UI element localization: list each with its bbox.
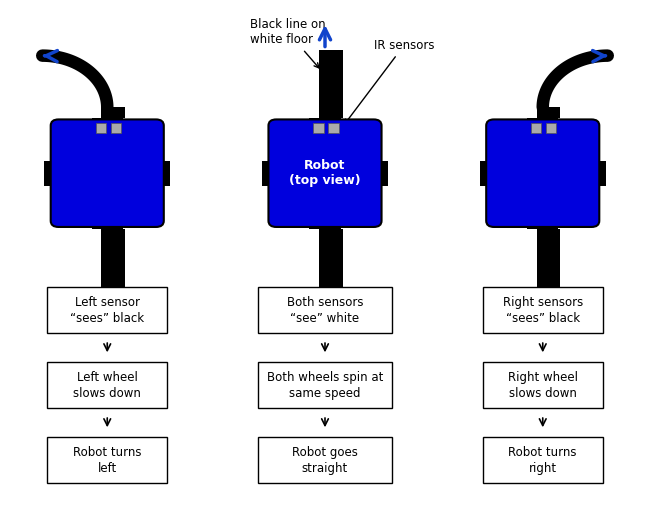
FancyBboxPatch shape: [96, 123, 106, 133]
Text: Left sensor
“sees” black: Left sensor “sees” black: [70, 296, 144, 325]
FancyBboxPatch shape: [51, 119, 164, 227]
FancyBboxPatch shape: [47, 362, 168, 408]
Text: Both wheels spin at
same speed: Both wheels spin at same speed: [266, 371, 384, 400]
FancyBboxPatch shape: [47, 437, 168, 483]
FancyBboxPatch shape: [259, 437, 391, 483]
FancyBboxPatch shape: [319, 51, 343, 118]
FancyBboxPatch shape: [546, 123, 556, 133]
FancyBboxPatch shape: [92, 118, 123, 126]
FancyBboxPatch shape: [156, 161, 170, 186]
FancyBboxPatch shape: [537, 108, 560, 118]
Text: Robot turns
left: Robot turns left: [73, 446, 142, 475]
FancyBboxPatch shape: [480, 161, 494, 186]
FancyBboxPatch shape: [101, 108, 125, 118]
FancyBboxPatch shape: [319, 229, 343, 311]
FancyBboxPatch shape: [259, 362, 391, 408]
FancyBboxPatch shape: [111, 123, 121, 133]
FancyBboxPatch shape: [527, 221, 558, 229]
Text: Robot turns
right: Robot turns right: [508, 446, 577, 475]
FancyBboxPatch shape: [259, 287, 391, 333]
FancyBboxPatch shape: [592, 161, 606, 186]
FancyBboxPatch shape: [482, 287, 603, 333]
FancyBboxPatch shape: [482, 362, 603, 408]
Text: Black line on
white floor: Black line on white floor: [250, 19, 326, 68]
FancyBboxPatch shape: [262, 161, 276, 186]
FancyBboxPatch shape: [374, 161, 388, 186]
Text: Right sensors
“sees” black: Right sensors “sees” black: [502, 296, 583, 325]
FancyBboxPatch shape: [482, 437, 603, 483]
FancyBboxPatch shape: [101, 229, 125, 311]
Text: IR sensors: IR sensors: [344, 39, 434, 124]
FancyBboxPatch shape: [313, 123, 324, 133]
FancyBboxPatch shape: [486, 119, 599, 227]
FancyBboxPatch shape: [309, 221, 341, 229]
FancyBboxPatch shape: [47, 287, 168, 333]
Text: Right wheel
slows down: Right wheel slows down: [508, 371, 578, 400]
Text: Robot goes
straight: Robot goes straight: [292, 446, 358, 475]
FancyBboxPatch shape: [531, 123, 541, 133]
Text: Left wheel
slows down: Left wheel slows down: [73, 371, 141, 400]
Text: Robot
(top view): Robot (top view): [289, 159, 361, 187]
FancyBboxPatch shape: [309, 118, 341, 126]
FancyBboxPatch shape: [44, 161, 58, 186]
Text: Both sensors
“see” white: Both sensors “see” white: [287, 296, 363, 325]
FancyBboxPatch shape: [537, 229, 560, 311]
FancyBboxPatch shape: [92, 221, 123, 229]
FancyBboxPatch shape: [268, 119, 382, 227]
FancyBboxPatch shape: [328, 123, 339, 133]
FancyBboxPatch shape: [527, 118, 558, 126]
